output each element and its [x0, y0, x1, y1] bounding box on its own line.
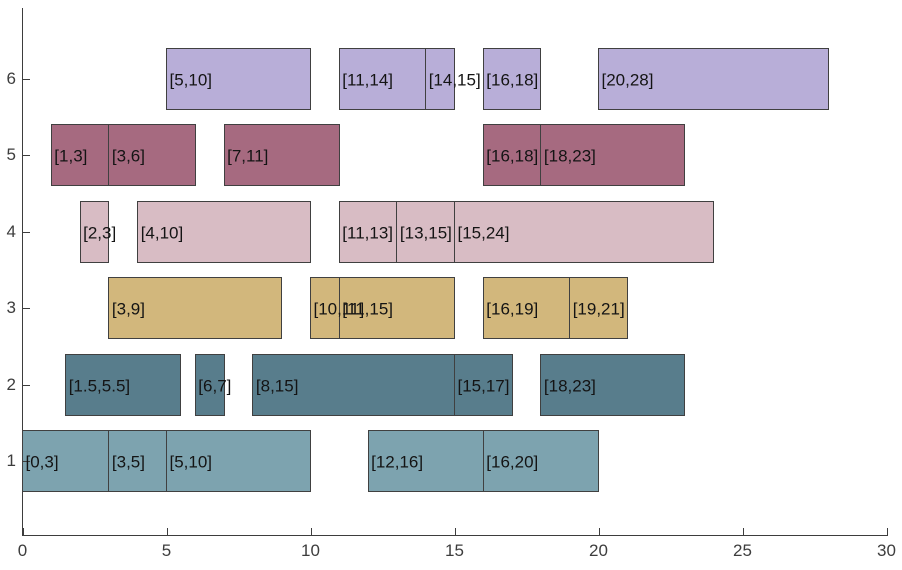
interval-label: [5,10]	[169, 452, 213, 472]
interval-box	[166, 47, 311, 110]
y-tick-label: 4	[6, 221, 16, 241]
y-axis-tick	[23, 155, 30, 156]
interval-label: [1.5,5.5]	[68, 376, 131, 395]
x-axis-line	[22, 535, 888, 536]
y-axis-line	[22, 8, 23, 535]
interval-box	[310, 277, 340, 339]
interval-label: [10,11]	[313, 299, 365, 319]
interval-label: [3,9]	[111, 299, 145, 319]
interval-box	[252, 353, 455, 416]
interval-box	[482, 47, 542, 110]
interval-label: [6,7]	[198, 376, 232, 395]
interval-box	[194, 353, 225, 416]
y-tick-label: 1	[6, 451, 16, 470]
interval-label: [4,10]	[140, 223, 184, 242]
interval-box	[223, 124, 340, 186]
interval-label: [8,15]	[255, 376, 299, 395]
interval-label: [3,6]	[111, 146, 145, 166]
interval-box	[425, 47, 455, 110]
interval-label: [16,19]	[486, 299, 539, 319]
interval-box	[22, 430, 110, 492]
interval-label: [12,16]	[371, 452, 424, 472]
y-tick-label: 3	[6, 298, 16, 317]
interval-box	[367, 430, 484, 492]
interval-label: [11,13]	[342, 223, 394, 242]
interval-label: [2,3]	[83, 223, 117, 242]
interval-label: [3,5]	[111, 452, 145, 472]
x-tick-label: 20	[589, 541, 608, 560]
y-axis-tick	[23, 231, 30, 233]
interval-box	[137, 200, 311, 263]
x-tick-label: 25	[733, 541, 752, 560]
y-axis-tick	[23, 384, 30, 386]
interval-label: [11,14]	[342, 70, 394, 89]
interval-box	[482, 124, 542, 186]
interval-label: [16,18]	[486, 70, 539, 89]
interval-box	[166, 430, 311, 492]
x-axis-tick	[886, 528, 888, 535]
x-axis-tick	[454, 528, 456, 535]
interval-label: [1,3]	[54, 146, 88, 166]
interval-box	[396, 200, 455, 263]
interval-label: [16,18]	[486, 146, 539, 166]
interval-box	[338, 200, 398, 263]
interval-box	[482, 430, 599, 492]
interval-box	[338, 277, 455, 339]
x-axis-tick	[598, 528, 600, 535]
y-tick-label: 2	[6, 374, 16, 394]
interval-box	[598, 47, 830, 110]
x-tick-label: 30	[877, 541, 896, 560]
interval-box	[108, 124, 196, 186]
interval-box	[454, 353, 513, 416]
x-axis-tick	[166, 528, 168, 535]
x-axis-tick	[22, 528, 24, 535]
interval-label: [14,15]	[428, 70, 481, 89]
interval-box	[108, 277, 283, 339]
y-axis-tick	[23, 78, 30, 80]
interval-label: [7,11]	[227, 146, 269, 166]
interval-label: [11,15]	[342, 299, 394, 319]
interval-label: [15,24]	[457, 223, 510, 242]
y-tick-label: 5	[6, 145, 16, 164]
x-tick-label: 5	[161, 541, 172, 560]
interval-label: [13,15]	[399, 223, 452, 242]
interval-label: [16,20]	[486, 452, 539, 472]
y-tick-label: 6	[6, 68, 16, 88]
x-tick-label: 15	[445, 541, 464, 560]
x-axis-tick	[742, 528, 744, 535]
interval-box	[454, 200, 715, 263]
x-tick-label: 0	[17, 541, 28, 560]
interval-label: [15,17]	[457, 376, 510, 395]
x-axis-tick	[310, 528, 312, 535]
interval-box	[338, 47, 427, 110]
interval-label: [20,28]	[601, 70, 654, 89]
interval-box	[540, 353, 686, 416]
interval-label: [19,21]	[572, 299, 625, 319]
x-tick-label: 10	[301, 541, 320, 560]
interval-box	[569, 277, 628, 339]
interval-box	[108, 430, 167, 492]
y-axis-tick	[23, 461, 30, 462]
interval-label: [0,3]	[25, 452, 59, 472]
interval-box	[79, 200, 110, 263]
interval-label: [18,23]	[543, 376, 596, 395]
interval-box	[65, 353, 182, 416]
interval-box	[540, 124, 686, 186]
interval-label: [18,23]	[543, 146, 596, 166]
interval-label: [5,10]	[169, 70, 213, 89]
y-axis-tick	[23, 308, 30, 309]
